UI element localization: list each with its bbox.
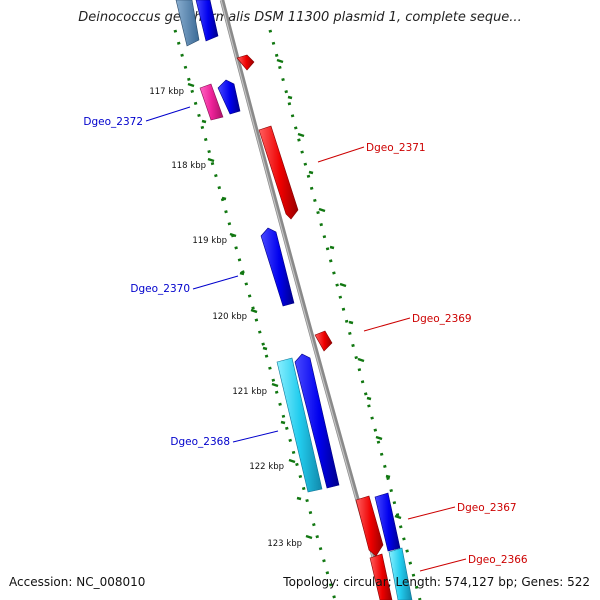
tick-label-118: 118 kbp	[171, 161, 206, 171]
gene-cyan-2368[interactable]	[276, 357, 323, 493]
reverse-strand-genes	[236, 54, 413, 600]
accession-label: Accession: NC_008010	[9, 575, 146, 589]
outer-scale-dashes	[276, 58, 402, 520]
forward-strand-genes	[175, 0, 340, 493]
gene-dgeo-2367-blue[interactable]	[374, 492, 401, 552]
gene-label-dgeo-2370[interactable]: Dgeo_2370	[130, 283, 190, 295]
gene-dgeo-2367-red[interactable]	[355, 495, 384, 557]
gene-dgeo-2369[interactable]	[314, 330, 333, 352]
gene-dgeo-2368[interactable]	[294, 353, 340, 489]
inner-scale-dashes	[187, 82, 313, 540]
label-leader-lines	[145, 106, 467, 572]
gene-dgeo-2366-red[interactable]	[369, 553, 393, 600]
tick-label-117: 117 kbp	[149, 87, 184, 97]
gene-dgeo-2370[interactable]	[260, 227, 295, 307]
gene-label-dgeo-2368[interactable]: Dgeo_2368	[170, 436, 230, 448]
gene-labels: Dgeo_2372 Dgeo_2371 Dgeo_2370 Dgeo_2369 …	[83, 116, 528, 566]
gene-steel-top[interactable]	[175, 0, 200, 47]
gene-magenta-2372[interactable]	[199, 83, 224, 121]
gene-label-dgeo-2371[interactable]: Dgeo_2371	[366, 142, 426, 154]
gene-dgeo-2366-cyan[interactable]	[388, 547, 413, 600]
tick-label-120: 120 kbp	[212, 312, 247, 322]
gene-red-small-top[interactable]	[236, 54, 255, 71]
tick-labels: 117 kbp 118 kbp 119 kbp 120 kbp 121 kbp …	[149, 87, 302, 549]
gene-blue-top[interactable]	[195, 0, 219, 42]
gene-dgeo-2372[interactable]	[217, 79, 241, 115]
tick-label-121: 121 kbp	[232, 387, 267, 397]
tick-label-123: 123 kbp	[267, 539, 302, 549]
outer-dotted-track	[268, 29, 422, 600]
tick-label-119: 119 kbp	[192, 236, 227, 246]
gene-label-dgeo-2367[interactable]: Dgeo_2367	[457, 502, 517, 514]
gene-dgeo-2371[interactable]	[258, 125, 299, 220]
gene-label-dgeo-2366[interactable]: Dgeo_2366	[468, 554, 528, 566]
gene-label-dgeo-2372[interactable]: Dgeo_2372	[83, 116, 143, 128]
gene-label-dgeo-2369[interactable]: Dgeo_2369	[412, 313, 472, 325]
topology-label: Topology: circular; Length: 574,127 bp; …	[283, 575, 590, 589]
tick-label-122: 122 kbp	[249, 462, 284, 472]
inner-dotted-track	[173, 29, 337, 600]
